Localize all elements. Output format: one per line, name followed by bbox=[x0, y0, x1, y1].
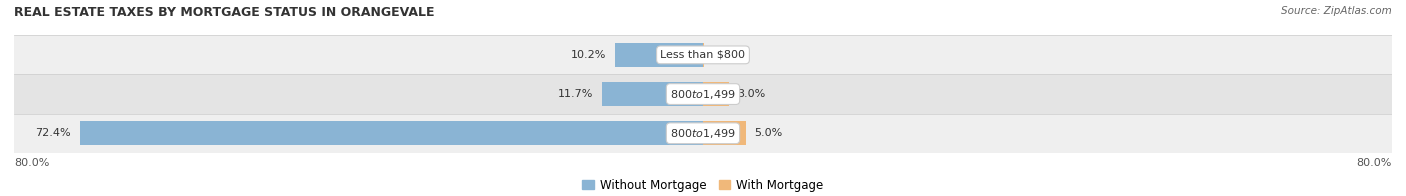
Text: 80.0%: 80.0% bbox=[1357, 158, 1392, 168]
Bar bbox=[703, 121, 747, 145]
Bar bbox=[80, 121, 703, 145]
Bar bbox=[14, 35, 1392, 74]
Text: 72.4%: 72.4% bbox=[35, 128, 70, 138]
Text: 11.7%: 11.7% bbox=[558, 89, 593, 99]
Text: $800 to $1,499: $800 to $1,499 bbox=[671, 127, 735, 140]
Text: 10.2%: 10.2% bbox=[571, 50, 606, 60]
Text: 5.0%: 5.0% bbox=[755, 128, 783, 138]
Legend: Without Mortgage, With Mortgage: Without Mortgage, With Mortgage bbox=[582, 179, 824, 192]
Bar bbox=[14, 74, 1392, 114]
Text: Source: ZipAtlas.com: Source: ZipAtlas.com bbox=[1281, 6, 1392, 16]
Bar bbox=[703, 82, 728, 106]
Text: 80.0%: 80.0% bbox=[14, 158, 49, 168]
Bar bbox=[14, 114, 1392, 153]
Bar bbox=[602, 82, 703, 106]
Bar bbox=[616, 43, 703, 67]
Text: 0.16%: 0.16% bbox=[713, 50, 748, 60]
Text: Less than $800: Less than $800 bbox=[661, 50, 745, 60]
Text: 3.0%: 3.0% bbox=[738, 89, 766, 99]
Text: $800 to $1,499: $800 to $1,499 bbox=[671, 88, 735, 101]
Text: REAL ESTATE TAXES BY MORTGAGE STATUS IN ORANGEVALE: REAL ESTATE TAXES BY MORTGAGE STATUS IN … bbox=[14, 6, 434, 19]
